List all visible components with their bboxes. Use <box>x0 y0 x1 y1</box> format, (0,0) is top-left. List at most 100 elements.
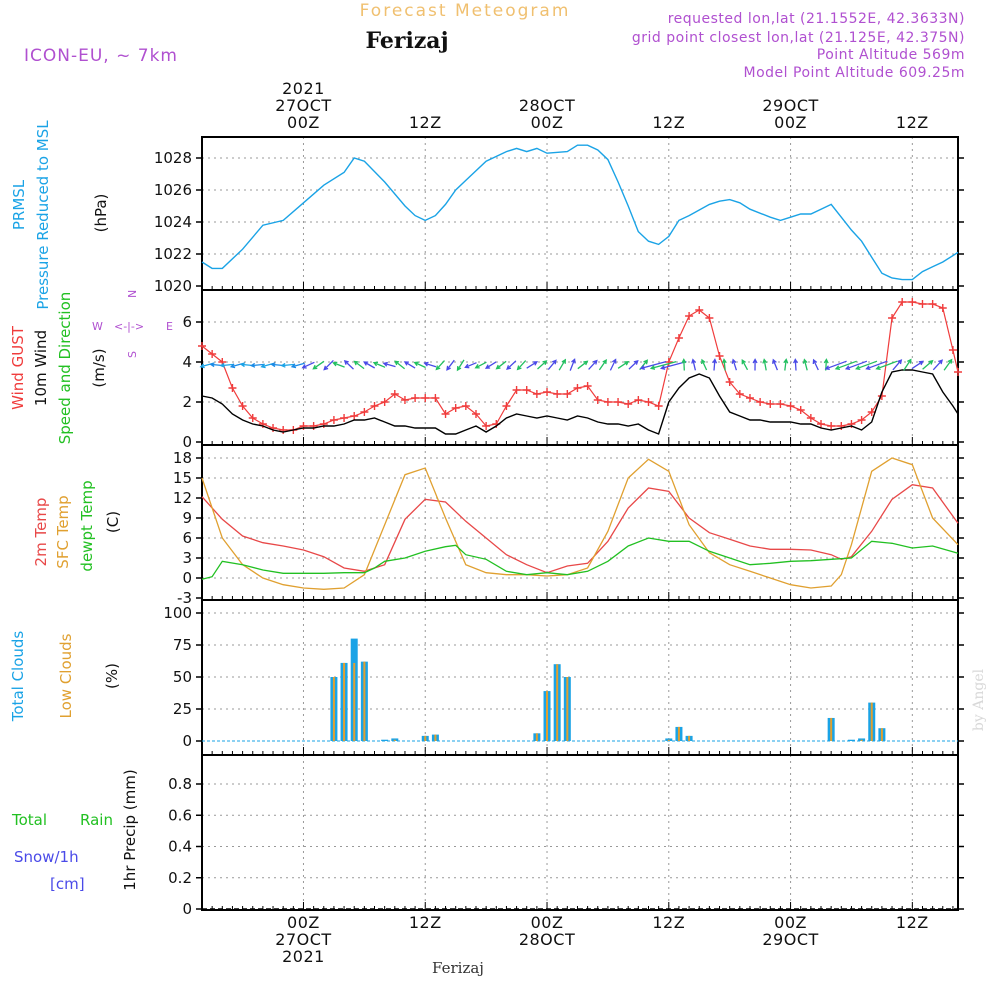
gust-marker <box>705 314 714 322</box>
low-cloud-bar <box>363 661 366 741</box>
wind-arrow <box>712 358 718 371</box>
grid-coords: grid point closest lon,lat (21.125E, 42.… <box>632 30 965 46</box>
wind-arrow <box>865 360 888 371</box>
wind-arrow <box>249 362 265 368</box>
y-tick-label: 4 <box>182 353 192 371</box>
pressure-msl-label: Pressure Reduced to MSL <box>34 120 52 310</box>
bottom-time-label: 00Z <box>531 913 564 932</box>
gust-marker <box>461 402 470 410</box>
precip-mm-label: 1hr Precip (mm) <box>121 769 139 890</box>
gust-marker <box>583 382 592 390</box>
wind-arrow <box>332 361 345 368</box>
low-cloud-bar <box>830 717 833 741</box>
gust-marker <box>370 402 379 410</box>
gust-marker <box>928 300 937 308</box>
gust-marker <box>908 298 917 306</box>
bottom-time-label: 12Z <box>652 913 685 932</box>
low-cloud-bar <box>880 728 883 741</box>
wind-arrow <box>609 358 617 371</box>
wind-arrow <box>588 359 598 370</box>
low-cloud-bar <box>535 733 538 741</box>
wind-arrow <box>219 362 234 368</box>
bottom-time-label: 29OCT <box>762 930 818 949</box>
rain-label: Rain <box>80 811 113 829</box>
super-title: Forecast Meteogram <box>360 1 571 21</box>
low-cloud-bar <box>353 662 356 741</box>
gust-marker <box>827 422 836 430</box>
top-time-label: 27OCT <box>275 96 331 115</box>
wind-arrow <box>681 358 687 371</box>
wind-arrow <box>628 359 639 370</box>
y-tick-label: 3 <box>182 549 192 567</box>
sfc-temp-line <box>201 457 959 590</box>
gust-marker <box>553 390 562 398</box>
wind-arrow <box>547 359 557 371</box>
low-cloud-bar <box>556 664 559 741</box>
wind-arrow <box>516 360 527 371</box>
wind-10m-label: 10m Wind <box>32 330 50 406</box>
wind-arrow <box>484 361 497 369</box>
y-tick-label: 1022 <box>154 245 192 263</box>
total-label: Total <box>11 811 47 829</box>
gust-marker <box>938 304 947 312</box>
cm-label: [cm] <box>50 875 85 893</box>
gust-marker <box>817 420 826 428</box>
y-tick-label: 2 <box>182 393 192 411</box>
gust-marker <box>390 390 399 398</box>
wind-arrow <box>495 360 507 370</box>
model-altitude: Model Point Altitude 609.25m <box>744 65 965 81</box>
low-cloud-bar <box>434 734 437 741</box>
wind-arrow <box>903 358 912 371</box>
wind-arrow <box>474 361 487 369</box>
hpa-label: (hPa) <box>92 194 110 233</box>
gust-marker <box>340 414 349 422</box>
dir-arrow: <-|-> <box>114 320 144 333</box>
low-cloud-bar <box>424 735 427 741</box>
wind-arrow <box>783 358 789 371</box>
wind-arrow <box>639 360 667 370</box>
speed-dir-label: Speed and Direction <box>56 292 74 445</box>
low-cloud-bar <box>870 702 873 741</box>
gust-marker <box>238 402 247 410</box>
gust-marker <box>725 378 734 386</box>
wind-arrow <box>911 360 924 370</box>
model-label: ICON-EU, ~ 7km <box>24 46 178 66</box>
wind-arrow <box>363 361 376 369</box>
wind-arrow <box>323 359 334 371</box>
gust-marker <box>593 396 602 404</box>
y-tick-label: 25 <box>173 700 192 718</box>
top-time-label: 12Z <box>896 113 929 132</box>
wind-arrow <box>343 359 354 370</box>
gust-marker <box>786 402 795 410</box>
ms-label: (m/s) <box>90 348 108 387</box>
wind-arrow <box>280 362 295 368</box>
y-tick-label: 0.4 <box>168 838 192 856</box>
y-tick-label: 9 <box>182 509 192 527</box>
gust-marker <box>360 408 369 416</box>
gust-marker <box>563 390 572 398</box>
prmsl-label: PRMSL <box>10 179 28 230</box>
percent-label: (%) <box>103 663 121 689</box>
gust-marker <box>400 396 409 404</box>
y-tick-label: 6 <box>182 313 192 331</box>
y-tick-label: 0 <box>182 433 192 451</box>
gust-marker <box>954 368 962 376</box>
gust-marker <box>603 398 612 406</box>
wind-arrow <box>721 358 727 371</box>
gust-marker <box>329 416 338 424</box>
gust-marker <box>512 386 521 394</box>
y-tick-label: 0 <box>182 732 192 750</box>
wind-arrow <box>446 359 455 371</box>
gust-marker <box>776 400 785 408</box>
low-cloud-bar <box>677 726 680 741</box>
gust-marker <box>918 300 927 308</box>
gust-marker <box>471 410 480 418</box>
y-tick-label: 6 <box>182 529 192 547</box>
wind-arrow <box>932 359 944 371</box>
gust-marker <box>624 400 633 408</box>
top-time-label: 12Z <box>652 113 685 132</box>
wind-arrow <box>312 360 325 370</box>
bottom-time-label: 00Z <box>774 913 807 932</box>
gust-marker <box>715 352 724 360</box>
